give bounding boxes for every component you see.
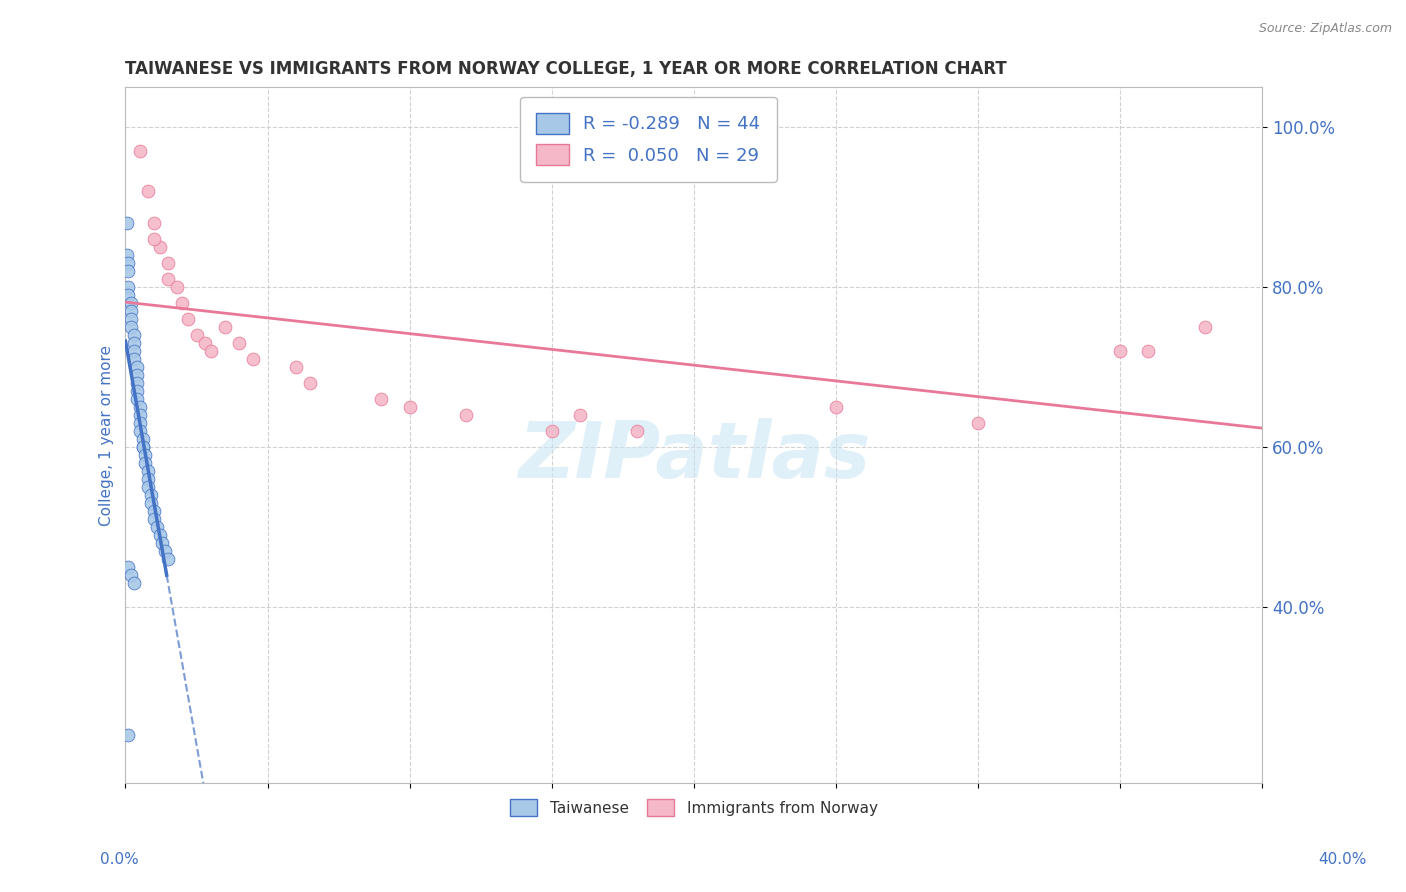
Text: 0.0%: 0.0% [100, 852, 139, 867]
Point [117, 264, 139, 278]
Point [152, 536, 174, 550]
Point [120, 568, 142, 582]
Point [1109, 344, 1132, 359]
Point [136, 464, 159, 478]
Legend: Taiwanese, Immigrants from Norway: Taiwanese, Immigrants from Norway [502, 791, 886, 824]
Point [117, 560, 139, 574]
Point [136, 480, 159, 494]
Point [157, 552, 180, 566]
Point [626, 424, 648, 438]
Point [398, 401, 420, 415]
Point [242, 352, 264, 367]
Point [166, 280, 188, 294]
Text: TAIWANESE VS IMMIGRANTS FROM NORWAY COLLEGE, 1 YEAR OR MORE CORRELATION CHART: TAIWANESE VS IMMIGRANTS FROM NORWAY COLL… [125, 60, 1007, 78]
Point [117, 280, 139, 294]
Point [125, 376, 148, 391]
Point [194, 336, 217, 351]
Point [1194, 320, 1216, 334]
Point [139, 488, 162, 502]
Point [115, 216, 138, 230]
Point [228, 336, 250, 351]
Point [172, 296, 194, 310]
Point [824, 401, 846, 415]
Point [122, 344, 145, 359]
Point [134, 456, 156, 470]
Point [128, 409, 150, 423]
Point [200, 344, 222, 359]
Point [122, 576, 145, 591]
Point [120, 304, 142, 318]
Point [136, 472, 159, 486]
Point [284, 360, 307, 375]
Point [145, 520, 167, 534]
Point [967, 417, 990, 431]
Point [142, 216, 165, 230]
Point [370, 392, 392, 407]
Point [117, 256, 139, 270]
Point [120, 296, 142, 310]
Point [142, 232, 165, 246]
Point [142, 504, 165, 518]
Point [155, 544, 177, 558]
Point [134, 448, 156, 462]
Point [569, 409, 592, 423]
Text: Source: ZipAtlas.com: Source: ZipAtlas.com [1258, 22, 1392, 36]
Point [117, 728, 139, 742]
Point [139, 496, 162, 510]
Point [299, 376, 322, 391]
Point [128, 145, 150, 159]
Point [122, 352, 145, 367]
Point [456, 409, 478, 423]
Point [115, 248, 138, 262]
Point [131, 432, 153, 446]
Point [117, 288, 139, 302]
Point [136, 185, 159, 199]
Point [177, 312, 200, 326]
Point [122, 328, 145, 343]
Point [157, 256, 180, 270]
Point [131, 440, 153, 454]
Text: ZIPatlas: ZIPatlas [517, 418, 870, 494]
Point [128, 417, 150, 431]
Point [148, 240, 170, 254]
Point [1137, 344, 1160, 359]
Point [128, 401, 150, 415]
Point [128, 424, 150, 438]
Point [125, 368, 148, 383]
Point [214, 320, 236, 334]
Point [131, 440, 153, 454]
Point [540, 424, 562, 438]
Point [120, 312, 142, 326]
Text: 40.0%: 40.0% [1319, 852, 1367, 867]
Point [125, 360, 148, 375]
Point [186, 328, 208, 343]
Point [125, 392, 148, 407]
Point [125, 384, 148, 399]
Point [142, 512, 165, 526]
Point [120, 320, 142, 334]
Point [122, 336, 145, 351]
Point [148, 528, 170, 542]
Y-axis label: College, 1 year or more: College, 1 year or more [100, 345, 114, 525]
Point [157, 272, 180, 286]
